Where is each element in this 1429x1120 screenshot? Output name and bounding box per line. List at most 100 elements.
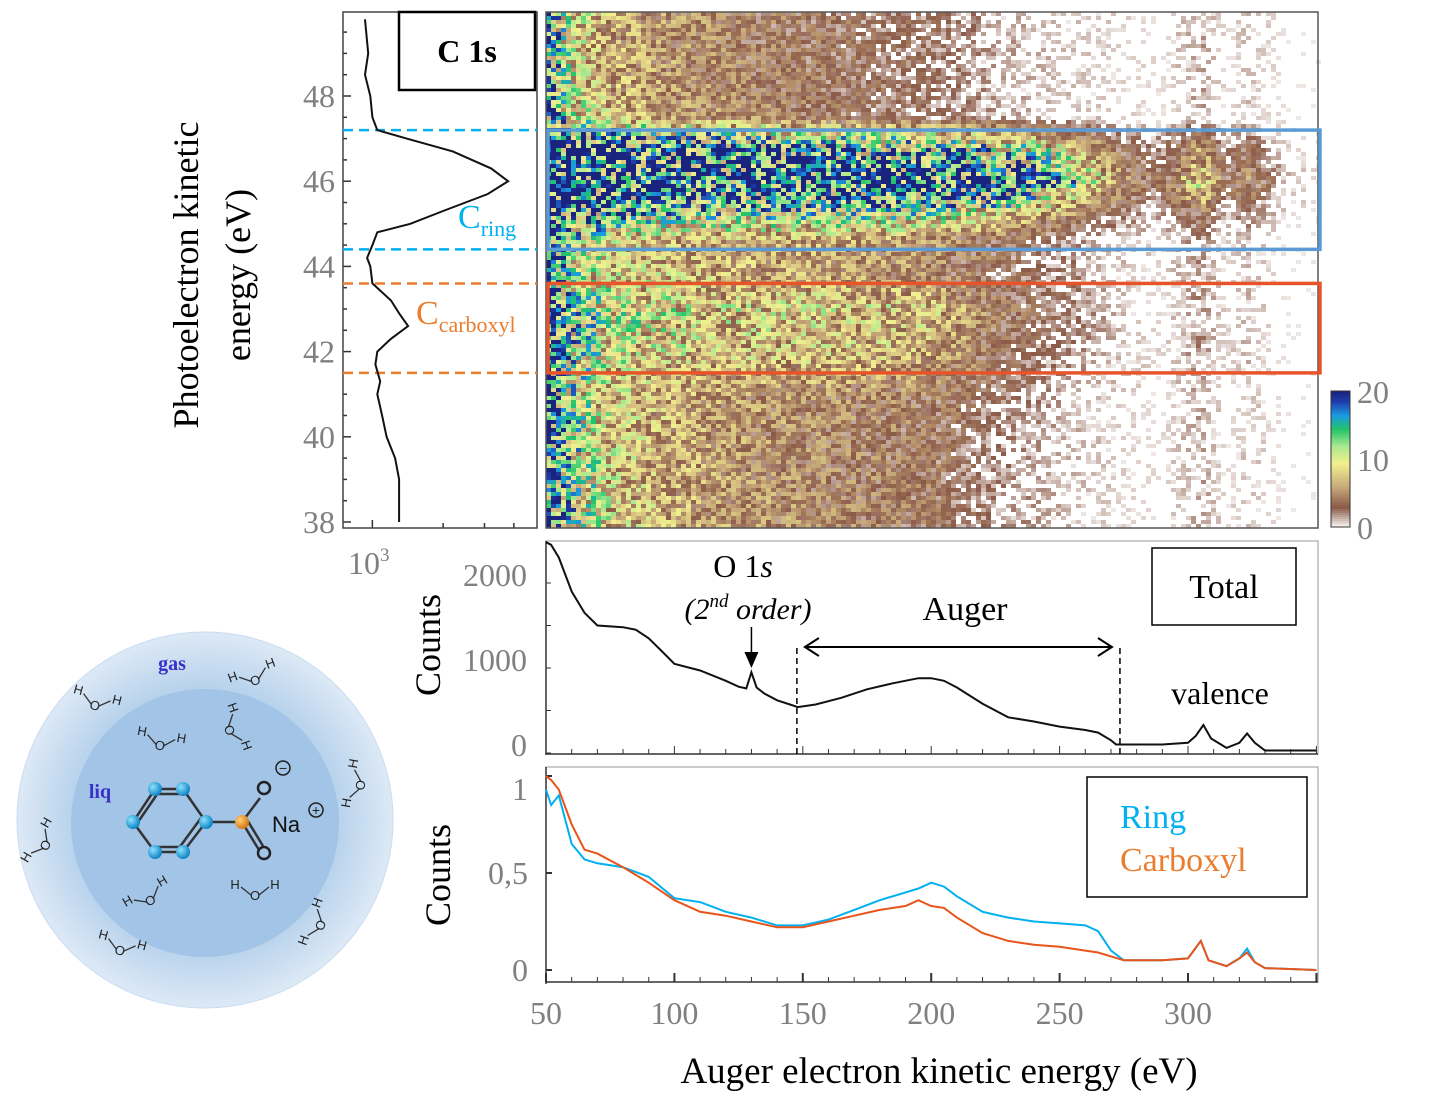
heatmap-cell [856, 116, 861, 120]
heatmap-cell [786, 160, 791, 164]
heatmap-cell [886, 144, 891, 148]
heatmap-cell [766, 76, 771, 80]
heatmap-cell [586, 180, 591, 184]
heatmap-cell [1161, 76, 1166, 80]
heatmap-cell [866, 108, 871, 112]
heatmap-cell [821, 112, 826, 116]
heatmap-cell [711, 24, 716, 28]
heatmap-cell [671, 40, 676, 44]
heatmap-cell [696, 76, 701, 80]
heatmap-cell [1271, 76, 1276, 80]
heatmap-cell [696, 124, 701, 128]
heatmap-cell [566, 176, 571, 180]
heatmap-cell [846, 176, 851, 180]
heatmap-cell [896, 168, 901, 172]
heatmap-cell [1186, 24, 1191, 28]
heatmap-cell [556, 56, 561, 60]
heatmap-cell [871, 104, 876, 108]
heatmap-cell [1091, 132, 1096, 136]
heatmap-cell [941, 120, 946, 124]
heatmap-cell [901, 96, 906, 100]
heatmap-cell [626, 32, 631, 36]
heatmap-cell [661, 152, 666, 156]
heatmap-cell [686, 28, 691, 32]
heatmap-cell [911, 120, 916, 124]
heatmap-cell [996, 140, 1001, 144]
heatmap-cell [971, 168, 976, 172]
heatmap-cell [666, 28, 671, 32]
heatmap-cell [1051, 148, 1056, 152]
heatmap-cell [741, 12, 746, 16]
heatmap-cell [586, 40, 591, 44]
heatmap-cell [1176, 56, 1181, 60]
heatmap-cell [566, 88, 571, 92]
heatmap-cell [891, 140, 896, 144]
heatmap-cell [666, 76, 671, 80]
heatmap-cell [616, 72, 621, 76]
heatmap-cell [631, 152, 636, 156]
heatmap-cell [841, 168, 846, 172]
heatmap-cell [1071, 124, 1076, 128]
heatmap-cell [716, 44, 721, 48]
heatmap-cell [746, 32, 751, 36]
heatmap-cell [1181, 156, 1186, 160]
heatmap-cell [726, 104, 731, 108]
heatmap-cell [741, 124, 746, 128]
heatmap-cell [1221, 24, 1226, 28]
heatmap-cell [966, 164, 971, 168]
heatmap-cell [796, 140, 801, 144]
heatmap-cell [836, 116, 841, 120]
heatmap-cell [596, 80, 601, 84]
heatmap-cell [811, 140, 816, 144]
heatmap-cell [1041, 56, 1046, 60]
heatmap-cell [961, 44, 966, 48]
heatmap-cell [606, 76, 611, 80]
heatmap-cell [956, 36, 961, 40]
heatmap-cell [846, 68, 851, 72]
heatmap-cell [696, 20, 701, 24]
heatmap-cell [1261, 148, 1266, 152]
heatmap-cell [791, 120, 796, 124]
heatmap-cell [766, 48, 771, 52]
heatmap-cell [1246, 12, 1251, 16]
heatmap-cell [1071, 152, 1076, 156]
heatmap-cell [771, 120, 776, 124]
heatmap-cell [921, 68, 926, 72]
heatmap-cell [941, 60, 946, 64]
heatmap-cell [766, 40, 771, 44]
heatmap-cell [806, 76, 811, 80]
heatmap-cell [976, 88, 981, 92]
heatmap-cell [931, 148, 936, 152]
heatmap-cell [1186, 144, 1191, 148]
heatmap-cell [721, 96, 726, 100]
heatmap-cell [991, 156, 996, 160]
heatmap-cell [786, 88, 791, 92]
heatmap-cell [1266, 160, 1271, 164]
heatmap-cell [761, 32, 766, 36]
heatmap-cell [991, 132, 996, 136]
heatmap-cell [936, 172, 941, 176]
heatmap-cell [1126, 76, 1131, 80]
heatmap-cell [981, 68, 986, 72]
heatmap-cell [806, 28, 811, 32]
heatmap-cell [1251, 80, 1256, 84]
heatmap-cell [1281, 140, 1286, 144]
heatmap-cell [1086, 16, 1091, 20]
heatmap-cell [771, 44, 776, 48]
heatmap-cell [1041, 172, 1046, 176]
heatmap-cell [1221, 104, 1226, 108]
heatmap-cell [601, 116, 606, 120]
heatmap-cell [1126, 172, 1131, 176]
heatmap-cell [921, 160, 926, 164]
heatmap-cell [996, 164, 1001, 168]
heatmap-cell [1131, 176, 1136, 180]
heatmap-cell [731, 132, 736, 136]
heatmap-cell [746, 28, 751, 32]
heatmap-cell [881, 100, 886, 104]
heatmap-cell [1086, 32, 1091, 36]
heatmap-cell [906, 80, 911, 84]
heatmap-cell [826, 140, 831, 144]
heatmap-cell [946, 172, 951, 176]
heatmap-cell [771, 164, 776, 168]
heatmap-cell [1071, 12, 1076, 16]
